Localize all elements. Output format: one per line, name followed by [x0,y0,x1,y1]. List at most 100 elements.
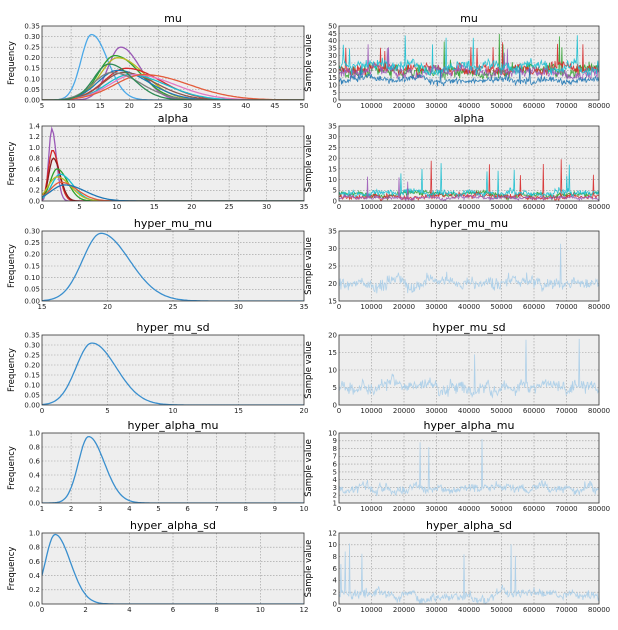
x-tick-label: 10 [300,505,309,513]
y-axis-label: Sample value [304,341,314,399]
x-tick-label: 7 [214,505,218,513]
y-tick-label: 0.20 [24,54,40,62]
plot-frame [338,230,600,302]
y-tick-label: 0.6 [29,165,41,173]
x-tick-label: 70000 [555,203,577,211]
y-tick-label: 2 [333,492,337,500]
x-tick-label: 35 [300,203,309,211]
x-tick-label: 30 [262,203,271,211]
subplot-trace-hyper-mu-mu: hyper_mu_mu Sample value 0 10000 20000 30000 4… [304,217,610,311]
x-tick-label: 80000 [588,407,610,415]
x-tick-label: 15 [234,407,243,415]
y-tick-label: 1.0 [29,429,40,437]
x-tick-label: 15 [150,203,159,211]
x-tick-label: 25 [169,303,178,311]
x-tick-label: 6 [185,505,190,513]
y-tick-label: 40 [328,37,337,45]
density-line [42,73,304,100]
subplot-title: hyper_alpha_mu [128,419,219,432]
plot-frame [41,230,305,302]
y-tick-label: 1.2 [29,133,40,141]
y-tick-label: 0.8 [29,155,40,163]
y-tick-label: 20 [328,280,337,288]
series-group [339,159,599,201]
plot-frame [338,125,600,202]
series-group [42,232,304,301]
x-tick-label: 50 [300,102,309,110]
y-axis-label: Frequency [7,547,17,591]
y-tick-label: 0.20 [24,251,40,259]
subplot-density-mu: mu Frequency 5 10 15 20 25 30 35 40 45 50 0.00 0.05 0.… [7,12,308,110]
y-tick-label: 10 [328,366,337,374]
x-tick-label: 70000 [555,606,577,614]
y-tick-label: 0 [333,600,337,608]
y-tick-label: 1.0 [29,144,40,152]
y-tick-label: 30 [328,133,337,141]
x-tick-label: 50000 [490,203,512,211]
y-tick-label: 1.0 [29,529,40,537]
y-axis-label: Sample value [304,135,314,193]
y-tick-label: 5 [333,384,337,392]
x-tick-label: 40000 [458,102,480,110]
density-line [42,176,304,201]
x-tick-label: 30 [234,303,243,311]
x-tick-label: 45 [270,102,279,110]
x-tick-label: 10000 [360,505,382,513]
subplot-title: hyper_alpha_sd [426,519,512,532]
y-tick-label: 0 [333,96,337,104]
plot-frame [338,334,600,406]
series-group [42,533,304,604]
y-tick-label: 0.00 [24,96,40,104]
subplot-title: mu [164,12,182,25]
y-tick-label: 0.15 [24,262,40,270]
x-tick-label: 3 [98,505,102,513]
y-tick-label: 0.2 [29,187,40,195]
x-tick-label: 20 [103,303,112,311]
y-tick-label: 30 [328,52,337,60]
series-group [339,438,599,497]
subplot-title: alpha [454,112,485,125]
trace-line [339,66,599,87]
x-tick-label: 40000 [458,606,480,614]
y-tick-label: 5 [333,187,337,195]
y-tick-label: 4 [333,577,338,585]
y-tick-label: 45 [328,30,337,38]
x-tick-label: 30000 [425,606,447,614]
y-tick-label: 10 [328,429,337,437]
subplot-density-hyper-mu-sd: hyper_mu_sd Frequency 0 5 10 15 20 0.00 0.05 0.10… [7,321,308,415]
y-tick-label: 8 [333,445,337,453]
x-tick-label: 30000 [425,407,447,415]
y-tick-label: 25 [328,59,337,67]
x-tick-label: 30000 [425,505,447,513]
density-line [42,69,304,100]
x-tick-label: 50000 [490,606,512,614]
trace-line [339,243,599,294]
x-tick-label: 50000 [490,505,512,513]
density-line [42,63,304,100]
x-tick-label: 0 [337,303,341,311]
y-tick-label: 15 [328,165,337,173]
x-tick-label: 1 [40,505,44,513]
x-tick-label: 4 [127,505,132,513]
x-tick-label: 5 [77,203,81,211]
plot-area [42,433,304,503]
y-tick-label: 2 [333,589,337,597]
x-tick-label: 70000 [555,303,577,311]
x-tick-label: 15 [96,102,105,110]
y-tick-label: 15 [328,349,337,357]
x-tick-label: 0 [337,407,341,415]
trace-line [339,176,599,201]
y-axis-label: Frequency [7,142,17,186]
y-tick-label: 0.2 [29,586,40,594]
y-tick-label: 0.20 [24,361,40,369]
x-tick-label: 25 [225,203,234,211]
plot-frame [338,532,600,605]
subplot-trace-mu: mu Sample value 0 10000 20000 30000 40000 50000… [304,12,610,110]
x-tick-label: 4 [127,606,132,614]
x-tick-label: 2 [83,606,87,614]
series-group [339,338,599,399]
y-tick-label: 0.10 [24,274,40,282]
y-tick-label: 0.35 [24,22,40,30]
x-tick-label: 60000 [523,407,545,415]
y-tick-label: 9 [333,437,337,445]
